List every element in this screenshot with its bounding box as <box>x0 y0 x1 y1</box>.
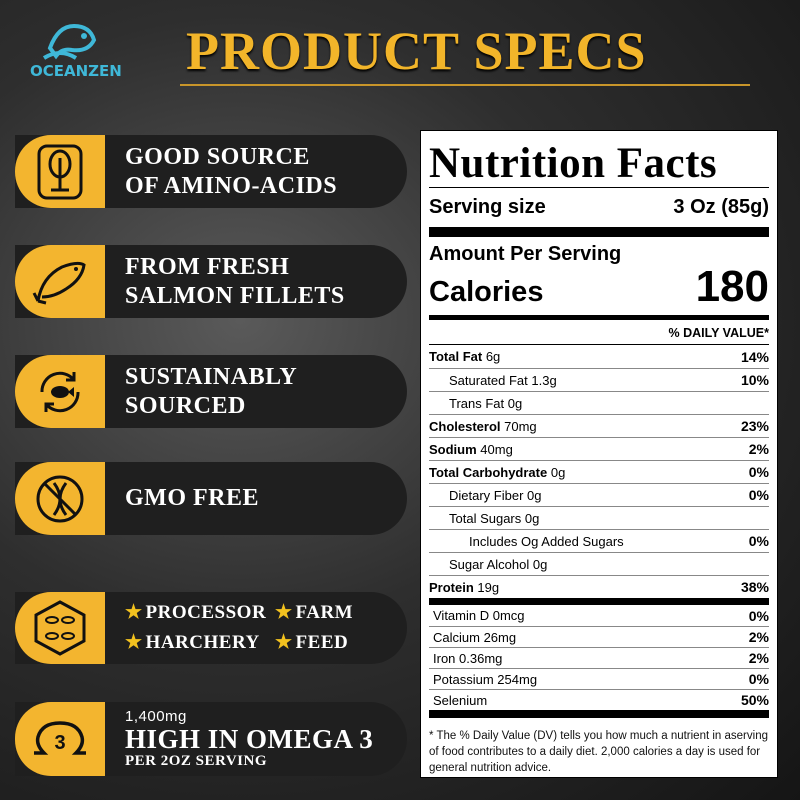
feature-text: SALMON FILLETS <box>125 282 345 309</box>
omega-title: HIGH IN OMEGA 3 <box>125 723 374 754</box>
nutrition-title: Nutrition Facts <box>429 140 718 187</box>
mineral-row: Calcium 26mg 2% <box>429 626 769 647</box>
star-icon: ★ <box>275 632 293 653</box>
cert-farm: ★ FARM <box>275 602 354 623</box>
feature-certifications: ★ PROCESSOR ★ FARM ★ HARCHERY ★ FEED <box>15 592 407 664</box>
feature-text: OF AMINO-ACIDS <box>125 172 338 199</box>
mineral-row: Vitamin D 0mcg 0% <box>433 607 769 624</box>
mineral-row: Potassium 254mg 0% <box>429 668 769 689</box>
fish-hexagon-icon <box>15 592 105 664</box>
svg-text:3: 3 <box>54 732 65 754</box>
tree-icon <box>15 135 105 208</box>
nutrient-row: Protein 19g 38% <box>429 575 769 598</box>
nutrient-row: Sugar Alcohol 0g <box>429 552 769 575</box>
omega-subtitle: PER 2OZ SERVING <box>125 752 267 769</box>
feature-salmon: FROM FRESH SALMON FILLETS <box>15 245 407 318</box>
nutrient-row: Total Sugars 0g <box>429 506 769 529</box>
serving-size: Serving size 3 Oz (85g) <box>429 196 769 218</box>
brand-logo: OCEANZEN <box>30 18 122 80</box>
feature-sustainable: SUSTAINABLY SOURCED <box>15 355 407 428</box>
logo-text: OCEANZEN <box>30 62 122 80</box>
nutrient-row: Total Carbohydrate 0g 0% <box>429 460 769 483</box>
mineral-row: Iron 0.36mg 2% <box>429 647 769 668</box>
nutrient-row: Saturated Fat 1.3g 10% <box>429 368 769 391</box>
star-icon: ★ <box>125 632 143 653</box>
feature-text: GMO FREE <box>125 485 259 511</box>
feature-gmo-free: GMO FREE <box>15 462 407 535</box>
feature-omega-3: 3 1,400mg HIGH IN OMEGA 3 PER 2OZ SERVIN… <box>15 702 407 776</box>
footnote: * The % Daily Value (DV) tells you how m… <box>429 730 768 774</box>
page-title: PRODUCT SPECS <box>186 21 647 81</box>
nutrient-row: Includes Og Added Sugars 0% <box>429 529 769 552</box>
feature-text: FROM FRESH <box>125 253 290 280</box>
cert-feed: ★ FEED <box>275 632 349 653</box>
nutrition-facts-panel: Nutrition Facts Serving size 3 Oz (85g) A… <box>420 130 778 778</box>
amount-per-serving: Amount Per Serving <box>429 243 622 265</box>
nutrient-row: Trans Fat 0g <box>429 391 769 414</box>
nutrient-row: Sodium 40mg 2% <box>429 437 769 460</box>
sustainable-fish-cycle-icon <box>15 355 105 428</box>
nutrient-row: Dietary Fiber 0g 0% <box>429 483 769 506</box>
feature-amino-acids: GOOD SOURCE OF AMINO-ACIDS <box>15 135 407 208</box>
mineral-row: Selenium 50% <box>429 689 769 710</box>
nutrient-row: Total Fat 6g 14% <box>429 348 769 365</box>
daily-value-header: % DAILY VALUE* <box>668 326 770 340</box>
cert-processor: ★ PROCESSOR <box>125 602 267 623</box>
title-underline <box>180 84 750 86</box>
feature-text: SOURCED <box>125 392 246 419</box>
feature-text: SUSTAINABLY <box>125 363 298 390</box>
gmo-free-icon <box>15 462 105 535</box>
fish-logo-icon <box>42 23 97 60</box>
feature-text: GOOD SOURCE <box>125 143 310 170</box>
omega-amount: 1,400mg <box>125 707 187 725</box>
omega-3-icon: 3 <box>15 702 105 776</box>
cert-harchery: ★ HARCHERY <box>125 632 260 653</box>
salmon-icon <box>15 245 105 318</box>
nutrient-row: Cholesterol 70mg 23% <box>429 414 769 437</box>
calories: Calories 180 <box>429 262 769 311</box>
star-icon: ★ <box>275 602 293 623</box>
star-icon: ★ <box>125 602 143 623</box>
